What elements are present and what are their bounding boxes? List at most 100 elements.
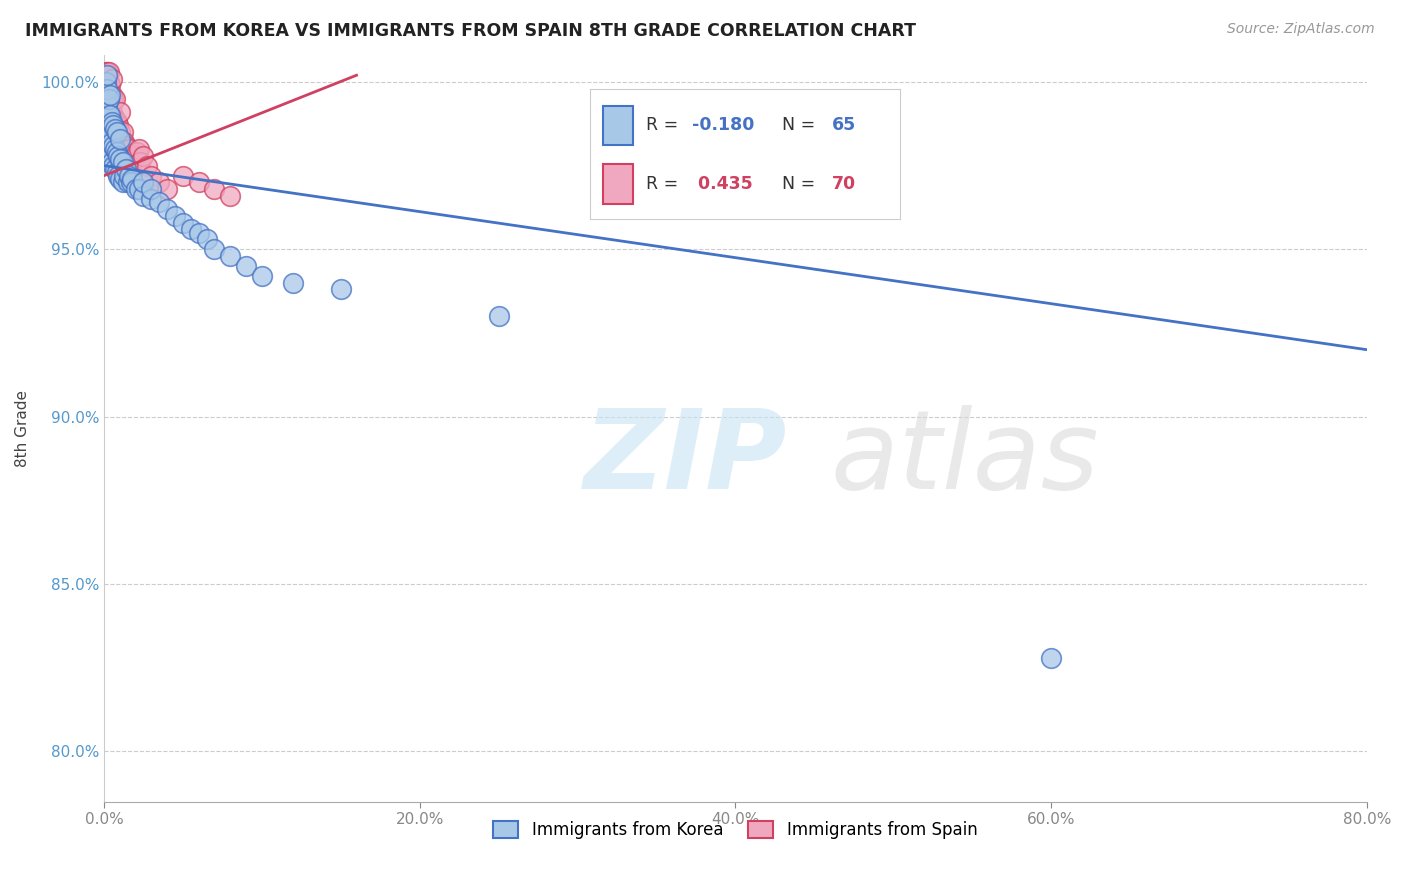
Point: [1040, 650, 1063, 665]
Point: [94, 142, 117, 156]
Point: [122, 152, 145, 166]
Point: [107, 169, 129, 183]
Point: [329, 282, 352, 296]
Point: [132, 148, 155, 162]
Point: [117, 169, 139, 183]
Point: [110, 161, 132, 176]
Point: [135, 159, 157, 173]
Point: [283, 276, 305, 290]
Point: [96, 108, 118, 122]
Point: [105, 115, 128, 129]
Point: [97, 108, 120, 122]
Point: [121, 155, 143, 169]
Point: [97, 92, 120, 106]
Point: [103, 128, 125, 143]
Point: [101, 88, 124, 103]
Point: [101, 121, 124, 136]
Point: [141, 192, 163, 206]
Point: [115, 161, 138, 176]
Point: [108, 145, 131, 160]
Point: [98, 128, 121, 143]
Point: [118, 142, 141, 156]
Point: [103, 119, 125, 133]
Point: [94, 115, 117, 129]
Point: [94, 75, 117, 89]
Point: [104, 121, 127, 136]
Point: [101, 105, 124, 120]
Point: [187, 175, 209, 189]
Point: [104, 112, 127, 126]
Point: [204, 242, 226, 256]
Point: [101, 71, 124, 86]
Point: [111, 175, 134, 189]
Point: [97, 148, 120, 162]
Y-axis label: 8th Grade: 8th Grade: [15, 390, 30, 467]
Point: [97, 75, 120, 89]
Point: [107, 119, 129, 133]
Point: [235, 259, 257, 273]
Point: [172, 169, 194, 183]
Point: [108, 152, 131, 166]
Point: [94, 81, 117, 95]
Point: [111, 155, 134, 169]
Point: [141, 169, 163, 183]
Point: [111, 145, 134, 160]
Point: [156, 202, 179, 216]
Point: [110, 142, 132, 156]
Point: [104, 142, 127, 156]
Point: [180, 222, 202, 236]
Point: [105, 165, 128, 179]
Point: [96, 125, 118, 139]
Point: [96, 132, 118, 146]
Point: [94, 125, 117, 139]
Point: [117, 175, 139, 189]
Point: [488, 310, 510, 324]
Point: [104, 132, 127, 146]
Point: [120, 159, 142, 173]
Point: [156, 182, 179, 196]
Point: [107, 148, 129, 162]
Point: [101, 115, 124, 129]
Point: [98, 108, 121, 122]
Point: [107, 142, 129, 156]
Point: [96, 92, 118, 106]
Point: [118, 161, 141, 176]
Point: [98, 135, 121, 149]
Point: [108, 132, 131, 146]
Point: [103, 92, 125, 106]
Point: [96, 115, 118, 129]
Point: [103, 138, 125, 153]
Point: [204, 182, 226, 196]
Point: [96, 65, 118, 79]
Point: [101, 135, 124, 149]
Point: [121, 172, 143, 186]
Point: [105, 145, 128, 160]
Point: [187, 226, 209, 240]
Point: [97, 125, 120, 139]
Point: [96, 68, 118, 82]
Point: [250, 268, 273, 283]
Point: [104, 92, 127, 106]
Point: [132, 175, 155, 189]
Point: [94, 108, 117, 122]
Point: [105, 155, 128, 169]
Point: [97, 108, 120, 122]
Point: [101, 155, 124, 169]
Point: [108, 105, 131, 120]
Point: [105, 125, 128, 139]
Point: [101, 142, 124, 156]
Point: [96, 75, 118, 89]
Point: [148, 175, 170, 189]
Point: [118, 169, 141, 183]
Point: [103, 112, 125, 126]
Text: ZIP: ZIP: [583, 405, 787, 512]
Point: [98, 98, 121, 112]
Point: [97, 92, 120, 106]
Text: IMMIGRANTS FROM KOREA VS IMMIGRANTS FROM SPAIN 8TH GRADE CORRELATION CHART: IMMIGRANTS FROM KOREA VS IMMIGRANTS FROM…: [25, 22, 917, 40]
Point: [96, 81, 118, 95]
Point: [128, 142, 150, 156]
Point: [94, 92, 117, 106]
Point: [94, 98, 117, 112]
Point: [98, 78, 121, 93]
Point: [195, 232, 218, 246]
